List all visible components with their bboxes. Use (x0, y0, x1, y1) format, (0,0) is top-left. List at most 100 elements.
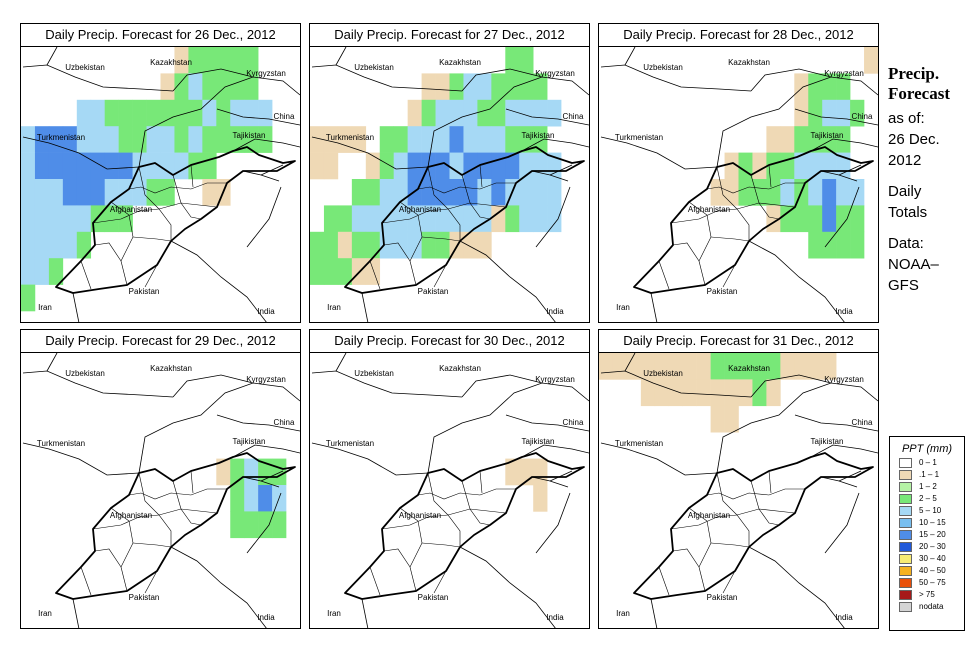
country-label: Kazakhstan (728, 364, 770, 373)
precip-cell (230, 99, 245, 127)
legend-label: 10 – 15 (919, 518, 946, 527)
country-border (22, 136, 140, 170)
legend-item: .1 – 1 (890, 469, 964, 481)
country-border (750, 374, 832, 398)
province-boundary (716, 166, 750, 241)
country-border (46, 47, 58, 66)
precip-cell (379, 152, 394, 180)
precip-cell (351, 205, 367, 233)
legend-swatch (899, 494, 912, 504)
precip-cell (351, 126, 367, 153)
precip-cell (808, 205, 823, 233)
precip-cell (710, 379, 725, 407)
precip-cell (519, 179, 534, 206)
afghanistan-border (344, 452, 585, 600)
precip-cell (668, 379, 683, 407)
country-label: Kazakhstan (439, 58, 481, 67)
precip-cell (188, 73, 203, 101)
side-description: Precip. Forecast as of: 26 Dec. 2012 Dai… (888, 64, 973, 296)
country-border (22, 442, 140, 476)
province-boundary (433, 264, 447, 288)
precip-cell (836, 231, 851, 259)
panel-title: Daily Precip. Forecast for 28 Dec., 2012 (599, 24, 878, 47)
precip-cell (533, 179, 548, 206)
precip-cell (640, 353, 656, 380)
precip-grid (710, 47, 878, 259)
precip-cell (533, 73, 548, 101)
country-label: India (546, 613, 564, 622)
country-border (46, 353, 58, 372)
precip-cell (794, 73, 809, 101)
precip-cell (34, 258, 50, 285)
data-source-line2: NOAA– (888, 256, 939, 273)
precip-grid (599, 353, 837, 433)
precip-cell (654, 353, 670, 380)
province-boundary (80, 260, 92, 290)
province-boundary (750, 174, 780, 220)
precip-cell (230, 485, 245, 512)
precip-cell (738, 152, 753, 180)
precip-cell (654, 379, 670, 407)
precip-cell (822, 73, 837, 101)
precip-cell (272, 511, 287, 539)
precip-cell (104, 99, 119, 127)
precip-cell (34, 231, 50, 259)
precip-cell (216, 99, 231, 127)
country-label: Turkmenistan (326, 133, 374, 142)
legend-item: 1 – 2 (890, 481, 964, 493)
precip-cell (48, 258, 64, 285)
precip-cell (626, 353, 642, 380)
legend-item: 10 – 15 (890, 517, 964, 529)
panel-title: Daily Precip. Forecast for 31 Dec., 2012 (599, 330, 878, 353)
data-source-line1: Data: (888, 235, 924, 252)
country-label: China (563, 112, 584, 121)
precip-cell (34, 179, 50, 206)
precip-cell (160, 152, 175, 180)
precip-cell (244, 511, 259, 539)
precip-cell (794, 99, 809, 127)
province-boundary (190, 470, 194, 494)
province-boundary (92, 508, 218, 530)
province-boundary (417, 182, 516, 194)
country-border (216, 414, 300, 432)
province-boundary (461, 480, 491, 526)
precip-cell (505, 47, 520, 74)
precip-grid (505, 458, 548, 512)
province-boundary (479, 164, 483, 188)
precip-cell (822, 231, 837, 259)
precip-cell (505, 152, 520, 180)
precip-cell (449, 179, 464, 206)
country-border (461, 374, 543, 398)
country-border (600, 64, 752, 92)
legend-swatch (899, 602, 912, 612)
precip-cell (710, 405, 725, 433)
precip-cell (780, 353, 795, 380)
province-boundary (768, 164, 772, 188)
province-boundary (670, 508, 796, 530)
country-border (650, 598, 658, 629)
panel-title: Daily Precip. Forecast for 30 Dec., 2012 (310, 330, 589, 353)
precip-cell (738, 353, 753, 380)
country-border (505, 414, 589, 432)
province-boundary (172, 174, 202, 220)
legend-label: 15 – 20 (919, 530, 946, 539)
precip-cell (780, 126, 795, 153)
precip-cell (160, 99, 175, 127)
precip-cell (258, 511, 273, 539)
country-label: China (852, 112, 873, 121)
precip-cell (491, 99, 506, 127)
precip-cell (533, 485, 548, 512)
legend-item: 0 – 1 (890, 457, 964, 469)
precip-cell (724, 152, 739, 180)
province-boundary (381, 202, 507, 224)
province-boundary (144, 264, 158, 288)
precip-cell (491, 73, 506, 101)
precip-cell (76, 152, 92, 180)
legend-swatch (899, 518, 912, 528)
precip-cell (48, 152, 64, 180)
precip-cell (449, 152, 464, 180)
precip-cell (323, 258, 339, 285)
country-border (427, 382, 589, 474)
legend-item: 5 – 10 (890, 505, 964, 517)
precip-cell (463, 73, 478, 101)
